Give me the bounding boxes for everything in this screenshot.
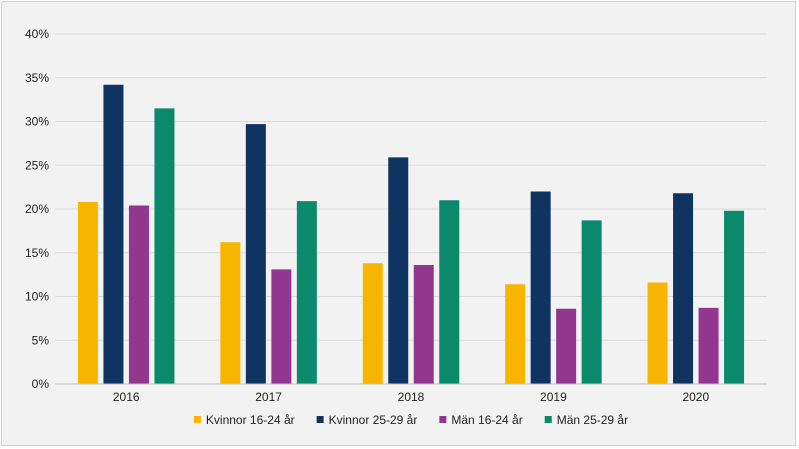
legend-swatch xyxy=(439,416,447,423)
legend: Kvinnor 16-24 år Kvinnor 25-29 år Män 16-2… xyxy=(193,413,628,427)
legend-swatch xyxy=(193,416,201,423)
y-tick-label: 30% xyxy=(25,115,49,129)
bar xyxy=(128,205,149,384)
legend-label: Kvinnor 16-24 år xyxy=(206,413,295,427)
legend-item: Kvinnor 25-29 år xyxy=(316,413,418,427)
bars xyxy=(77,84,745,384)
bar xyxy=(271,269,292,384)
bar xyxy=(698,307,719,384)
y-tick-label: 10% xyxy=(25,290,49,304)
legend-item: Män 25-29 år xyxy=(544,413,628,427)
y-tick-label: 35% xyxy=(25,71,49,85)
bar xyxy=(296,201,317,384)
y-tick-label: 20% xyxy=(25,202,49,216)
bar xyxy=(362,263,383,384)
bar xyxy=(77,202,98,384)
y-tick-label: 40% xyxy=(25,27,49,41)
bar xyxy=(724,210,745,384)
x-axis: 2016 2017 2018 2019 2020 xyxy=(55,383,767,404)
y-tick-label: 25% xyxy=(25,158,49,172)
legend-label: Män 25-29 år xyxy=(557,413,628,427)
y-tick-label: 15% xyxy=(25,246,49,260)
bar xyxy=(647,282,668,384)
bar xyxy=(530,191,551,384)
y-axis: 0% 5% 10% 15% 20% 25% 30% 35% 40% xyxy=(25,27,49,391)
bar xyxy=(154,108,175,384)
bar xyxy=(439,200,460,384)
legend-item: Män 16-24 år xyxy=(439,413,523,427)
y-tick-label: 0% xyxy=(32,377,50,391)
legend-swatch xyxy=(544,416,552,423)
x-tick-label: 2018 xyxy=(398,390,425,404)
x-tick-label: 2020 xyxy=(682,390,709,404)
bar xyxy=(413,265,434,384)
bar xyxy=(556,308,577,384)
legend-label: Kvinnor 25-29 år xyxy=(329,413,418,427)
bar xyxy=(245,124,266,384)
legend-label: Män 16-24 år xyxy=(451,413,522,427)
x-tick-label: 2019 xyxy=(540,390,567,404)
legend-swatch xyxy=(316,416,324,423)
bar xyxy=(220,242,241,384)
x-tick-label: 2017 xyxy=(255,390,282,404)
bar xyxy=(388,157,409,384)
bar xyxy=(103,84,124,384)
bar xyxy=(505,284,526,384)
bar xyxy=(673,193,694,384)
x-tick-label: 2016 xyxy=(113,390,140,404)
legend-item: Kvinnor 16-24 år xyxy=(193,413,295,427)
y-tick-label: 5% xyxy=(32,333,50,347)
bar xyxy=(581,220,602,384)
